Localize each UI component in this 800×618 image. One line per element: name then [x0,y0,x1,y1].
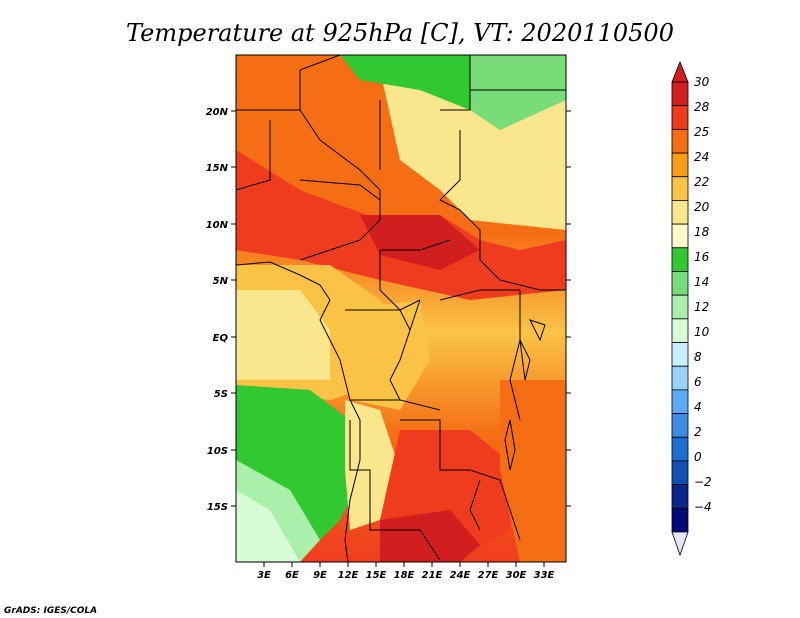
lon-label-3e: 3E [257,570,271,581]
colorbar-box [671,200,689,225]
map-frame [235,54,567,563]
lon-label-6e: 6E [285,570,299,581]
cbar-label-22: 22 [694,175,709,189]
colorbar-box [671,389,689,414]
northeast-cool-zone [470,55,566,130]
cbar-label-30: 30 [694,75,710,89]
cbar-label-0: 0 [694,450,702,464]
lon-label-24e: 24E [450,570,471,581]
colorbar-top-cap [671,60,689,83]
lat-label-eq: EQ [213,333,229,344]
lon-label-21e: 21E [422,570,443,581]
cbar-label-6: 6 [694,375,702,389]
coastlines-and-borders [236,55,566,562]
grads-credit: GrADS: IGES/COLA [4,606,97,616]
colorbar-boxes [671,81,689,533]
cbar-label-25: 25 [694,125,709,139]
lat-label-10s: 10S [207,446,228,457]
border-lines [236,55,566,561]
southern-hottest-zone [380,510,480,562]
lon-label-18e: 18E [394,570,415,581]
lat-label-15n: 15N [206,163,229,174]
cbar-label-2: 2 [694,425,702,439]
northern-cool-zone [340,55,470,110]
colorbar: 30 28 25 24 22 20 18 16 14 12 10 8 6 4 2… [671,60,712,557]
lat-label-10n: 10N [206,220,229,231]
map-panel: 20N 15N 10N 5N EQ 5S 10S 15S 3E 6E 9E 12… [206,54,571,581]
lat-label-5s: 5S [214,389,228,400]
cbar-label-20: 20 [694,200,710,214]
colorbar-box [671,365,689,391]
colorbar-box [671,128,689,154]
figure-title: Temperature at 925hPa [C], VT: 202011050… [126,19,674,47]
lon-label-12e: 12E [338,570,359,581]
lon-label-15e: 15E [366,570,387,581]
cbar-label-16: 16 [694,250,710,264]
colorbar-box [671,247,689,272]
colorbar-box [671,152,689,178]
lon-label-9e: 9E [313,570,327,581]
lat-label-15s: 15S [207,502,228,513]
colorbar-box [671,105,689,130]
cbar-label-4: 4 [694,400,702,414]
cbar-label-12: 12 [694,300,709,314]
colorbar-box [671,507,689,533]
colorbar-box [671,342,689,367]
lon-label-30e: 30E [506,570,527,581]
cbar-label-14: 14 [694,275,709,289]
cbar-label-24: 24 [694,150,709,164]
colorbar-box [671,413,689,438]
atlantic-cold-zone [236,490,300,562]
lon-label-33e: 33E [534,570,555,581]
cbar-label-18: 18 [694,225,710,239]
cbar-label-minus-4: −4 [694,500,712,514]
coastline-west [236,261,361,562]
colorbar-box [671,436,689,462]
lat-label-20n: 20N [206,107,229,118]
colorbar-box [671,271,689,296]
colorbar-bottom-cap [671,531,689,557]
colorbar-box [671,223,689,249]
lake-outlines [504,319,546,471]
colorbar-box [671,294,689,320]
cbar-label-10: 10 [694,325,710,339]
lon-label-27e: 27E [478,570,499,581]
colorbar-box [671,460,689,486]
atlantic-mild-zone [236,290,330,380]
central-hot-zone [360,215,480,270]
colorbar-box [671,81,689,107]
colorbar-box [671,318,689,343]
colorbar-box [671,484,689,509]
cbar-label-minus-2: −2 [694,475,712,489]
cbar-label-28: 28 [694,100,710,114]
east-africa-hot-zone [500,380,566,562]
cbar-label-8: 8 [694,350,702,364]
latitude-axis: 20N 15N 10N 5N EQ 5S 10S 15S [206,107,571,513]
lat-label-5n: 5N [213,276,229,287]
colorbar-box [671,176,689,201]
longitude-axis: 3E 6E 9E 12E 15E 18E 21E 24E 27E 30E 33E [257,562,555,581]
